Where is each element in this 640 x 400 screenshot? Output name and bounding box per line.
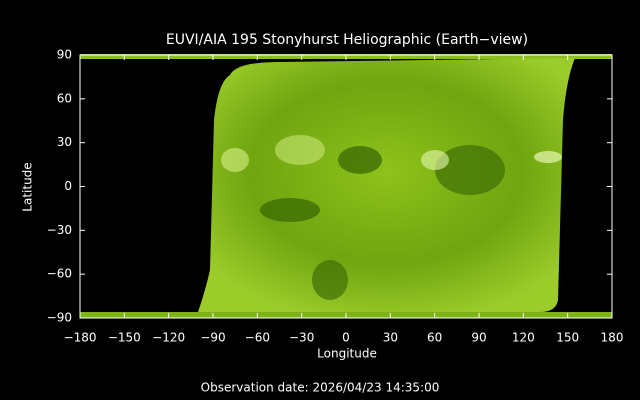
footer: Observation date: 2026/04/23 14:35:00 bbox=[201, 381, 440, 395]
y-tick-label: −30 bbox=[47, 223, 72, 237]
x-tick-label: 30 bbox=[383, 331, 398, 345]
y-tick-label: 0 bbox=[64, 179, 72, 193]
x-tick-label: 120 bbox=[512, 331, 535, 345]
x-tick-label: −60 bbox=[245, 331, 270, 345]
x-tick-label: 60 bbox=[427, 331, 442, 345]
map-image bbox=[80, 54, 612, 318]
y-tick-label: 60 bbox=[57, 91, 72, 105]
x-tick-label: 0 bbox=[342, 331, 350, 345]
y-tick-label: −90 bbox=[47, 311, 72, 325]
x-tick-label: 150 bbox=[556, 331, 579, 345]
y-tick-label: 30 bbox=[57, 135, 72, 149]
x-tick-label: −30 bbox=[289, 331, 314, 345]
x-tick-label: 180 bbox=[601, 331, 624, 345]
y-axis-label: Latitude bbox=[21, 162, 35, 211]
x-tick-label: −120 bbox=[152, 331, 185, 345]
x-tick-label: −150 bbox=[108, 331, 141, 345]
y-tick-label: −60 bbox=[47, 267, 72, 281]
x-tick-label: 90 bbox=[471, 331, 486, 345]
y-tick-label: 90 bbox=[57, 48, 72, 62]
x-axis-label: Longitude bbox=[317, 347, 377, 361]
x-tick-label: −90 bbox=[200, 331, 225, 345]
chart-title: EUVI/AIA 195 Stonyhurst Heliographic (Ea… bbox=[166, 32, 528, 48]
x-tick-label: −180 bbox=[64, 331, 97, 345]
